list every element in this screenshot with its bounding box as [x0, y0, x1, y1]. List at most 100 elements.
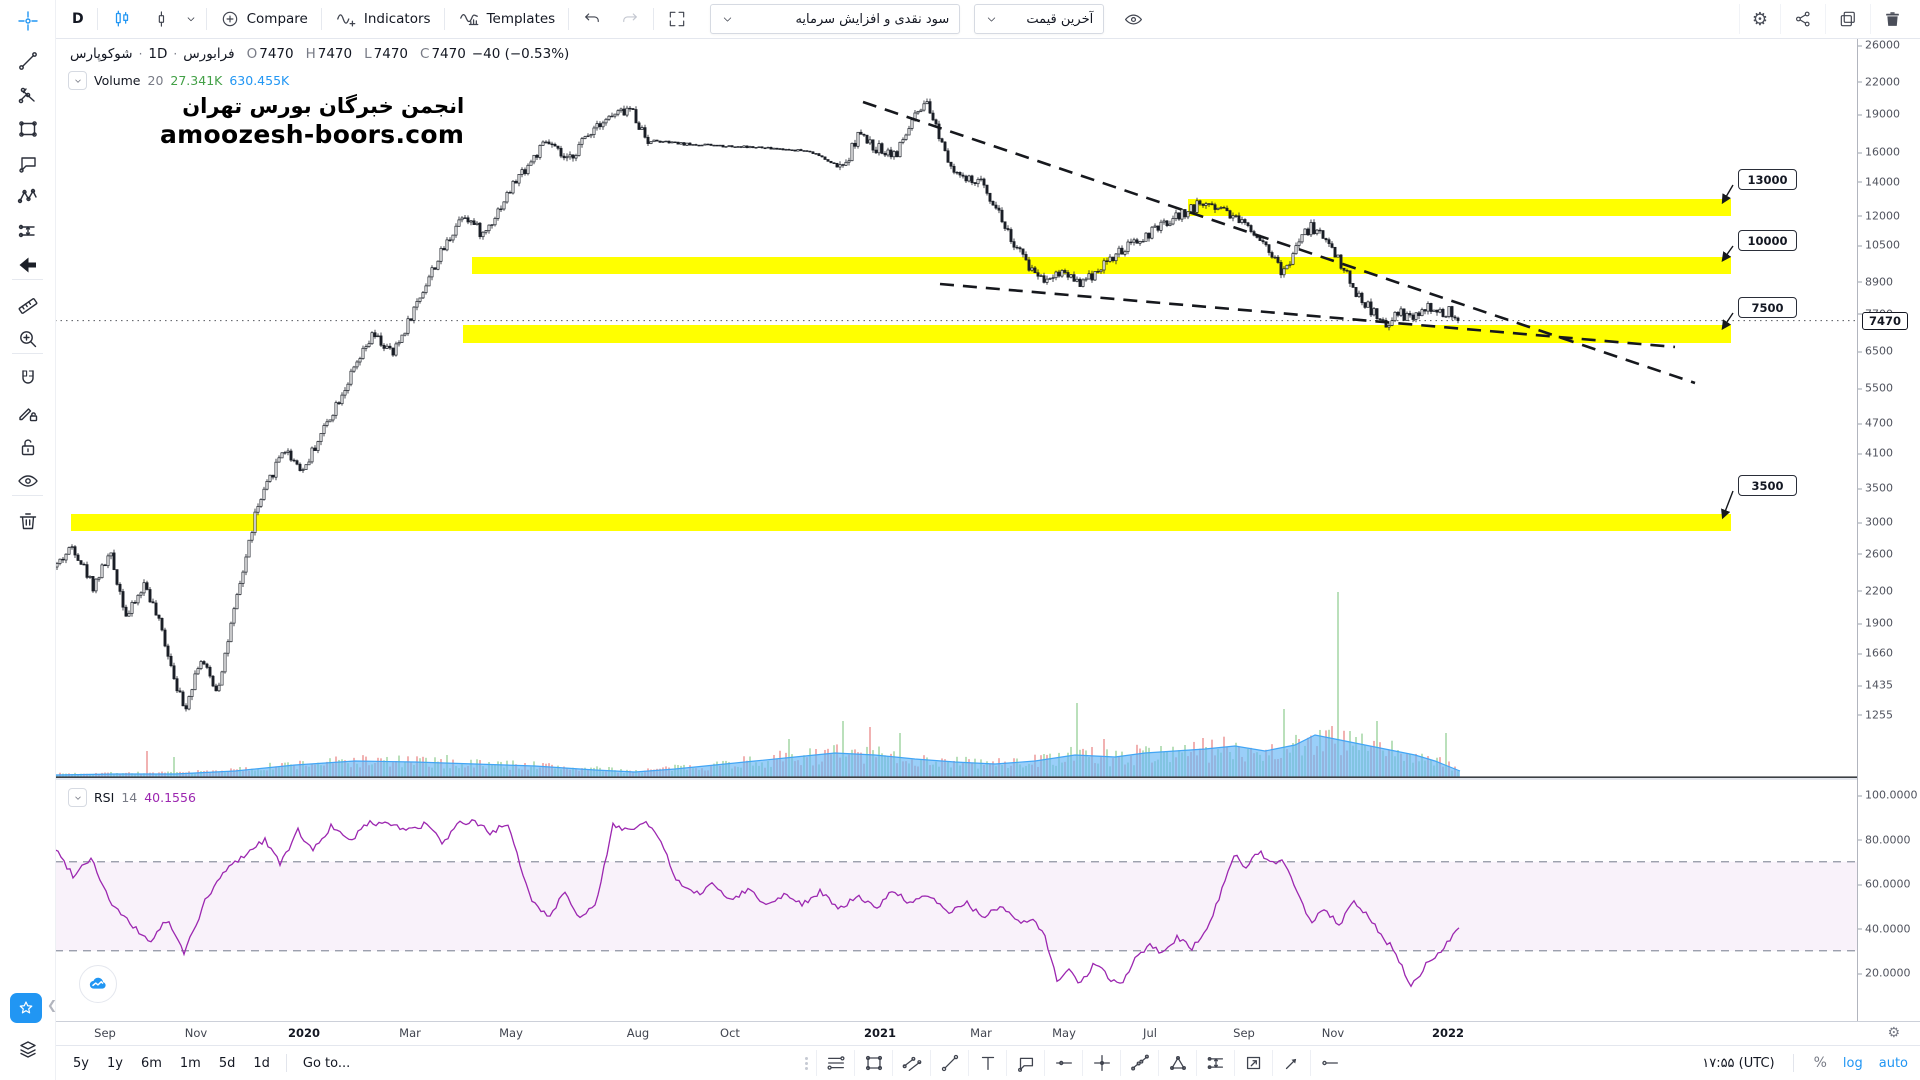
timeframe-button[interactable]: D [63, 4, 93, 34]
time-tick-Nov: Nov [1321, 1026, 1345, 1040]
tool-pitchfork-button[interactable] [13, 80, 43, 110]
tool-projection-button[interactable] [13, 216, 43, 246]
redo-button[interactable] [611, 4, 649, 34]
rsi-length: 14 [121, 790, 138, 805]
time-tick-Nov: Nov [184, 1026, 208, 1040]
tool-drawing-lock-button[interactable] [13, 398, 43, 428]
tool-callout-button[interactable] [13, 148, 43, 178]
volume-collapse-button[interactable] [68, 71, 87, 90]
volume-length: 20 [147, 73, 164, 88]
trend-line-icon [939, 1052, 961, 1074]
corporate-actions-dropdown[interactable]: سود نقدی و افزایش سرمایه [710, 4, 961, 34]
trendline-2 [939, 282, 1676, 349]
auto-scale-button[interactable]: auto [1878, 1055, 1908, 1071]
pane-separator[interactable] [55, 778, 1857, 780]
rsi-indicator-row[interactable]: RSI 14 40.1556 [68, 788, 196, 807]
clock-utc-label[interactable]: ۱۷:۵۵ (UTC) [1702, 1055, 1775, 1071]
volume-indicator-row[interactable]: Volume 20 27.341K 630.455K [68, 71, 289, 90]
quick-tool-trend-line-button[interactable] [930, 1050, 968, 1076]
ohlc-open: O 7470 [246, 46, 294, 62]
top-toolbar: D [55, 0, 1920, 39]
tool-rectangle-button[interactable] [13, 114, 43, 144]
tool-remove-all-button[interactable] [13, 506, 43, 536]
broker-logo[interactable] [79, 965, 117, 1003]
symbol-exchange: فرابورس [183, 46, 235, 62]
trendline-1 [862, 100, 1696, 385]
tool-trend-line-button[interactable] [13, 46, 43, 76]
snapshot-layout-button[interactable] [1825, 4, 1870, 34]
object-tree-button[interactable] [14, 1038, 42, 1064]
time-tick-Sep: Sep [1233, 1026, 1255, 1040]
callout-arrow-10000 [1721, 245, 1734, 262]
log-scale-button[interactable]: log [1842, 1055, 1863, 1071]
collapse-toolbar-handle[interactable]: ❮ [47, 998, 58, 1012]
tool-hide-all-button[interactable] [13, 466, 43, 496]
support-resistance-band-7500 [463, 325, 1731, 343]
symbol-info-bar[interactable]: شوکوپارس · 1D · فرابورس O 7470 H 7470 L 747… [70, 46, 569, 62]
range-5y-button[interactable]: 5y [65, 1052, 97, 1075]
range-1m-button[interactable]: 1m [172, 1052, 209, 1075]
range-1d-button[interactable]: 1d [245, 1052, 278, 1075]
last-price-label: آخرین قیمت [1026, 11, 1094, 27]
chart-style-menu-button[interactable] [180, 4, 202, 34]
range-6m-button[interactable]: 6m [133, 1052, 170, 1075]
price-level-label-13000[interactable]: 13000 [1738, 169, 1797, 190]
quick-tool-horizontal-line-button[interactable] [1044, 1050, 1082, 1076]
chart-style-bars-button[interactable] [142, 4, 180, 34]
quick-tool-box-arrow-button[interactable] [1234, 1050, 1272, 1076]
candlestick-series [55, 101, 1460, 710]
chart-area[interactable]: شوکوپارس · 1D · فرابورس O 7470 H 7470 L 747… [55, 38, 1920, 1080]
quick-tool-cross-line-button[interactable] [1082, 1050, 1120, 1076]
tool-lock-all-button[interactable] [13, 432, 43, 462]
range-5d-button[interactable]: 5d [211, 1052, 244, 1075]
chart-style-candles-button[interactable] [102, 4, 142, 34]
undo-button[interactable] [573, 4, 611, 34]
price-axis[interactable]: 7470 26000 22000 19000 16000 14000 12000 10500… [1857, 38, 1920, 1022]
quick-tool-triangle-button[interactable] [1158, 1050, 1196, 1076]
price-level-label-10000[interactable]: 10000 [1738, 230, 1797, 251]
templates-button[interactable]: Templates [449, 4, 565, 34]
time-axis[interactable]: ⚙ Sep Nov 2020 Mar May Aug Oct 2021 Mar May Jul Sep… [55, 1021, 1920, 1046]
support-resistance-band-13000 [1188, 199, 1731, 216]
quick-tool-fib-retracement-button[interactable] [1196, 1050, 1234, 1076]
favorites-star-button[interactable] [10, 993, 42, 1023]
last-price-dropdown[interactable]: آخرین قیمت [974, 4, 1105, 34]
last-price-tag: 7470 [1862, 311, 1909, 330]
quick-tool-parallel-channel-button[interactable] [892, 1050, 930, 1076]
range-1y-button[interactable]: 1y [99, 1052, 131, 1075]
candle-wicks [56, 98, 1459, 712]
compare-button[interactable]: Compare [211, 4, 317, 34]
main-chart-canvas[interactable] [55, 38, 1857, 778]
price-level-label-3500[interactable]: 3500 [1738, 475, 1797, 496]
indicators-label: Indicators [363, 11, 431, 27]
fullscreen-button[interactable] [658, 4, 696, 34]
goto-date-button[interactable]: Go to... [295, 1052, 358, 1075]
indicators-button[interactable]: Indicators [326, 4, 440, 34]
tool-magnet-button[interactable] [13, 364, 43, 394]
rsi-collapse-button[interactable] [68, 788, 87, 807]
tool-arrow-marker-button[interactable] [13, 250, 43, 280]
settings-button[interactable]: ⚙ [1738, 4, 1780, 34]
axis-settings-gear-icon[interactable]: ⚙ [1887, 1025, 1900, 1041]
hide-events-eye-button[interactable] [1114, 4, 1153, 34]
delete-chart-button[interactable] [1870, 4, 1914, 34]
quick-tool-ray-button[interactable] [1310, 1050, 1348, 1076]
quick-tool-disjoint-line-button[interactable] [1120, 1050, 1158, 1076]
tool-crosshair-button[interactable] [13, 6, 43, 36]
quick-tool-callout-button[interactable] [1006, 1050, 1044, 1076]
rsi-pane-canvas[interactable] [55, 782, 1857, 1022]
price-tick: 2200 [1858, 584, 1893, 598]
tool-zoom-in-button[interactable] [13, 324, 43, 354]
quick-tool-text-button[interactable] [968, 1050, 1006, 1076]
percent-scale-button[interactable]: % [1813, 1055, 1827, 1071]
time-tick-May: May [1052, 1026, 1076, 1040]
quick-tool-anchored-rect-button[interactable] [854, 1050, 892, 1076]
drag-handle-icon[interactable] [805, 1056, 808, 1070]
share-button[interactable] [1780, 4, 1825, 34]
quick-tool-arrow-marker-button[interactable] [1272, 1050, 1310, 1076]
tool-xabcd-pattern-button[interactable] [13, 182, 43, 212]
price-level-label-7500[interactable]: 7500 [1738, 297, 1797, 318]
tool-ruler-button[interactable] [13, 290, 43, 320]
quick-tool-align-lines-button[interactable] [816, 1050, 854, 1076]
